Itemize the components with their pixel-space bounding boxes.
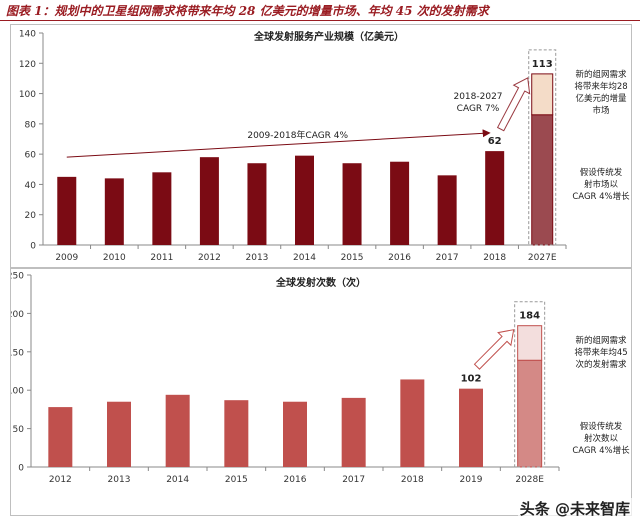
y-tick-label: 60: [25, 151, 37, 161]
x-tick-label: 2009: [55, 253, 78, 263]
y-tick-label: 0: [30, 242, 36, 252]
bar: [57, 176, 77, 245]
bar: [459, 388, 483, 467]
lower-note-line: CAGR 4%增长: [572, 445, 630, 456]
bar: [104, 178, 124, 245]
y-tick-label: 120: [19, 60, 36, 70]
bar: [295, 155, 314, 245]
bar-base-segment: [517, 359, 543, 468]
data-label: 184: [519, 311, 540, 322]
lower-note-line: 假设传统发: [580, 421, 623, 432]
y-tick-label: 50: [13, 425, 25, 435]
x-tick-label: 2017: [436, 253, 459, 263]
chart-title: 全球发射次数（次）: [275, 276, 366, 289]
growth-arrow: [473, 329, 515, 370]
bar: [152, 172, 172, 245]
x-tick-label: 2013: [108, 475, 131, 485]
figure-title: 图表 1：规划中的卫星组网需求将带来年均 28 亿美元的增量市场、年均 45 次…: [6, 4, 489, 18]
x-tick-label: 2015: [341, 253, 364, 263]
title-rule: [0, 20, 640, 21]
bar: [437, 175, 457, 245]
bar: [165, 394, 190, 467]
bar: [283, 401, 307, 467]
trend-annotation: 2009-2018年CAGR 4%: [247, 129, 348, 141]
x-tick-label: 2011: [150, 253, 173, 263]
cagr-annotation: CAGR 7%: [457, 104, 500, 114]
chart-launch-count-svg: 0 50 100 150 200 250 2012 2013 2014 2015 2016 2017 2…: [7, 272, 630, 486]
x-tick-label: 2012: [198, 253, 221, 263]
upper-note-line: 亿美元的增量: [575, 93, 627, 104]
y-tick-label: 150: [11, 348, 24, 358]
highlight-dashed-box: [528, 49, 557, 246]
lower-note-line: 射次数以: [584, 433, 619, 444]
y-tick-label: 200: [11, 310, 24, 320]
cagr-annotation: 2018-2027: [453, 92, 502, 102]
x-tick-label: 2019: [460, 475, 483, 485]
chart-title: 全球发射服务产业规模（亿美元）: [253, 30, 404, 43]
x-tick-label: 2016: [284, 475, 307, 485]
bar: [390, 161, 410, 245]
y-tick-label: 250: [11, 272, 24, 282]
highlight-dashed-box: [514, 301, 546, 468]
x-tick-label: 2014: [166, 475, 189, 485]
bar: [342, 163, 362, 245]
upper-note-line: 将带来年均45: [574, 347, 627, 358]
y-tick-label: 100: [19, 90, 36, 100]
x-tick-label: 2018: [483, 253, 506, 263]
bar: [224, 400, 249, 467]
x-tick-label: 2012: [49, 475, 72, 485]
upper-note-line: 新的组网需求: [575, 335, 627, 346]
x-tick-label: 2014: [293, 253, 316, 263]
bar: [485, 151, 505, 245]
bar: [48, 407, 73, 467]
bar-increment-segment: [517, 325, 543, 361]
chart-panel-launch-count: 0 50 100 150 200 250 2012 2013 2014 2015 2016 2017 2…: [7, 268, 632, 516]
x-tick-label: 2018: [401, 475, 424, 485]
y-tick-label: 140: [19, 30, 36, 40]
lower-note-line: CAGR 4%增长: [572, 191, 630, 202]
x-tick-label: 2010: [103, 253, 126, 263]
chart-launch-market-svg: 0 20 40 60 80 100 120 140 2009 2010 2011 2012 2013 20…: [19, 30, 630, 264]
x-tick-label: 2013: [246, 253, 269, 263]
y-tick-label: 100: [11, 387, 24, 397]
x-tick-label: 2017: [342, 475, 365, 485]
bar: [199, 157, 219, 245]
data-label: 113: [532, 59, 553, 70]
y-tick-label: 0: [18, 464, 24, 474]
bar: [400, 379, 425, 467]
trend-arrow: [66, 129, 491, 158]
x-tick-label: 2016: [388, 253, 411, 263]
data-label: 102: [461, 374, 482, 385]
bar: [247, 163, 267, 245]
lower-note-line: 假设传统发: [580, 167, 623, 178]
y-tick-label: 40: [25, 181, 37, 191]
x-tick-label: 2028E: [515, 475, 544, 485]
watermark: 头条 @未来智库: [517, 498, 632, 519]
upper-note-line: 新的组网需求: [575, 69, 627, 80]
upper-note-line: 将带来年均28: [574, 81, 627, 92]
bar-increment-segment: [531, 73, 554, 116]
growth-arrow: [496, 77, 531, 132]
y-tick-label: 20: [25, 211, 37, 221]
data-label: 62: [488, 136, 502, 147]
x-tick-label: 2015: [225, 475, 248, 485]
y-tick-label: 80: [25, 120, 37, 130]
lower-note-line: 射市场以: [584, 179, 619, 190]
bar-base-segment: [531, 114, 554, 246]
x-tick-label: 2027E: [528, 253, 557, 263]
upper-note-line: 次的发射需求: [575, 359, 627, 370]
bar: [341, 397, 366, 467]
bar: [107, 401, 131, 467]
upper-note-line: 市场: [592, 105, 609, 116]
chart-panel-launch-market: 0 20 40 60 80 100 120 140 2009 2010 2011 2012 2013 20…: [10, 24, 632, 268]
